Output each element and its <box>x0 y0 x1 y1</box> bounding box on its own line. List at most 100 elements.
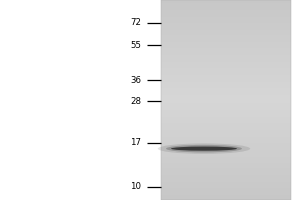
Bar <box>160 110 291 112</box>
Bar <box>160 58 291 60</box>
Bar <box>160 77 291 78</box>
Bar <box>160 133 291 135</box>
Text: 28: 28 <box>130 97 141 106</box>
Bar <box>160 108 291 110</box>
Bar <box>160 148 291 150</box>
Bar <box>160 5 291 7</box>
Bar <box>160 142 291 143</box>
Bar <box>160 13 291 15</box>
Text: 10: 10 <box>130 182 141 191</box>
Bar <box>160 198 291 200</box>
Bar <box>160 2 291 3</box>
Bar <box>160 15 291 17</box>
Bar <box>160 98 291 100</box>
Bar <box>160 53 291 55</box>
Bar <box>160 147 291 148</box>
Text: 72: 72 <box>130 18 141 27</box>
Bar <box>160 7 291 8</box>
Bar <box>160 90 291 92</box>
Bar <box>160 65 291 67</box>
Bar <box>160 137 291 138</box>
Bar <box>160 20 291 22</box>
Bar <box>160 105 291 107</box>
Bar <box>160 165 291 167</box>
Bar <box>160 45 291 47</box>
Bar <box>160 3 291 5</box>
Text: 55: 55 <box>130 41 141 50</box>
Bar <box>160 83 291 85</box>
Bar <box>160 183 291 185</box>
Bar <box>160 130 291 132</box>
Bar <box>160 97 291 98</box>
Bar <box>160 12 291 13</box>
Bar <box>160 18 291 20</box>
Bar <box>160 113 291 115</box>
Bar <box>160 28 291 30</box>
Bar <box>160 128 291 130</box>
Bar <box>160 62 291 63</box>
Bar <box>160 68 291 70</box>
Bar <box>160 10 291 12</box>
Bar <box>160 107 291 108</box>
Bar <box>160 35 291 37</box>
Bar <box>160 140 291 142</box>
Bar <box>160 127 291 128</box>
Bar <box>160 155 291 157</box>
Bar <box>160 170 291 172</box>
Bar <box>160 112 291 113</box>
Bar <box>160 63 291 65</box>
Bar <box>160 75 291 77</box>
Bar <box>160 23 291 25</box>
Bar <box>160 80 291 82</box>
Bar <box>160 190 291 192</box>
Bar <box>160 168 291 170</box>
Bar <box>160 197 291 198</box>
Bar <box>160 70 291 72</box>
Bar <box>160 152 291 153</box>
Bar <box>160 125 291 127</box>
Bar <box>160 122 291 123</box>
Bar <box>160 0 291 200</box>
Bar <box>160 30 291 32</box>
Ellipse shape <box>166 145 242 152</box>
Bar <box>160 72 291 73</box>
Bar <box>160 60 291 62</box>
Bar <box>160 188 291 190</box>
Bar <box>160 22 291 23</box>
Bar <box>160 158 291 160</box>
Bar <box>160 38 291 40</box>
Bar <box>160 67 291 68</box>
Bar <box>160 150 291 152</box>
Bar <box>160 52 291 53</box>
Bar <box>160 143 291 145</box>
Bar <box>160 78 291 80</box>
Bar <box>160 135 291 137</box>
Bar <box>160 25 291 27</box>
Bar <box>160 180 291 182</box>
Bar <box>160 87 291 88</box>
Bar <box>160 118 291 120</box>
Bar <box>160 115 291 117</box>
Bar <box>160 40 291 42</box>
Bar <box>160 103 291 105</box>
Bar <box>160 100 291 102</box>
Bar <box>160 85 291 87</box>
Bar <box>160 153 291 155</box>
Bar <box>160 55 291 57</box>
Bar <box>160 177 291 178</box>
Bar <box>160 50 291 52</box>
Bar <box>160 17 291 18</box>
Bar <box>160 163 291 165</box>
Bar <box>160 93 291 95</box>
Text: 17: 17 <box>130 138 141 147</box>
Bar <box>160 95 291 97</box>
Bar <box>160 48 291 50</box>
Ellipse shape <box>158 143 250 154</box>
Bar <box>160 27 291 28</box>
Bar <box>160 102 291 103</box>
Bar <box>160 92 291 93</box>
Bar <box>160 8 291 10</box>
Text: 36: 36 <box>130 76 141 85</box>
Bar <box>160 123 291 125</box>
Bar <box>160 117 291 118</box>
